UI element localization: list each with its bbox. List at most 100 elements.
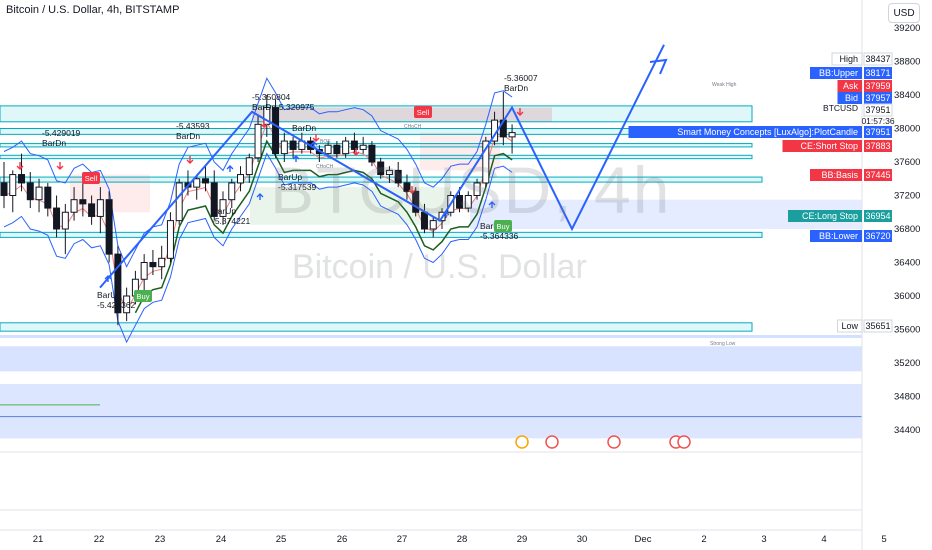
price-label[interactable]: 37951 — [863, 103, 893, 117]
arrow-up-icon — [310, 141, 318, 148]
candle-body — [26, 182, 34, 201]
event-icon[interactable] — [515, 435, 529, 449]
event-icon[interactable] — [677, 435, 691, 449]
candle-body — [201, 178, 209, 184]
arrow-down-icon — [56, 162, 64, 170]
candle — [359, 136, 367, 154]
price-label-name-bg — [810, 169, 862, 181]
candle — [377, 157, 385, 179]
event-icon[interactable] — [607, 435, 621, 449]
candle — [9, 170, 17, 213]
fvg-box — [0, 105, 753, 123]
candle-body — [254, 123, 262, 159]
price-tick: 38000 — [894, 124, 920, 135]
bb-lower-line — [3, 152, 513, 344]
price-label[interactable]: High 38437 — [831, 52, 893, 66]
arrow-down-icon — [352, 148, 360, 156]
bar-label-bottom: -5.364336 — [480, 231, 519, 241]
structure-label: Strong Low — [710, 341, 736, 347]
price-label-name-bg — [810, 230, 862, 242]
price-label-value: 37951 — [865, 105, 890, 115]
candle-body — [245, 157, 253, 176]
candle — [272, 99, 280, 158]
candle — [333, 141, 341, 158]
event-icon[interactable] — [545, 435, 559, 449]
price-label[interactable]: CE:Long Stop 36954 — [788, 210, 892, 222]
projection-layer — [99, 44, 668, 289]
price-label-value-bg — [864, 210, 892, 222]
signal-badge-bg — [82, 172, 100, 184]
candle-body — [359, 144, 367, 150]
price-label-value-bg — [863, 52, 893, 66]
price-tick: 34400 — [894, 425, 920, 436]
arrow-down-icon — [408, 186, 416, 194]
arrow-down-icon — [312, 134, 320, 142]
candle-body — [272, 107, 280, 155]
candle-body — [324, 144, 332, 155]
bar-label-bottom: BarDn — [42, 138, 66, 148]
price-label-value: 38171 — [865, 68, 890, 78]
projection-arrowhead — [649, 58, 668, 75]
arrow-down-icon — [186, 156, 194, 164]
candle-body — [412, 190, 420, 213]
structure-label: BOS — [320, 139, 331, 145]
price-label[interactable]: BB:Basis 37445 — [810, 169, 892, 181]
price-label-value: 38437 — [865, 54, 890, 64]
price-label[interactable]: BB:Upper 38171 — [810, 67, 892, 79]
price-axis[interactable]: 39200 38800 38400 38000 37600 37200 36800 36400… — [628, 23, 921, 436]
price-label-name-bg — [628, 126, 862, 138]
candle — [35, 178, 43, 213]
candle — [166, 212, 174, 263]
bar-label-bottom: -5.427362 — [97, 300, 136, 310]
fvg-box — [0, 322, 753, 332]
time-tick: 23 — [155, 534, 166, 545]
symbol-tag: BTCUSD — [823, 103, 858, 113]
candle-body — [394, 169, 402, 184]
candle — [473, 178, 481, 200]
price-label-value-bg — [864, 169, 892, 181]
time-tick: 29 — [517, 534, 528, 545]
price-tick: 36000 — [894, 291, 920, 302]
time-tick: 25 — [276, 534, 287, 545]
price-label[interactable]: Ask 37959 — [837, 80, 893, 92]
time-tick: 3 — [761, 534, 766, 545]
candle-body — [9, 174, 17, 196]
time-axis[interactable]: 21 22 23 24 25 26 27 28 29 30 Dec 2 3 4 5 — [33, 534, 887, 545]
price-label[interactable]: Low 35651 — [837, 319, 893, 333]
candle-body — [385, 169, 393, 176]
price-label-name-bg — [837, 80, 862, 92]
candle — [350, 132, 358, 154]
price-tick: 39200 — [894, 23, 920, 34]
fvg-box — [0, 231, 763, 238]
price-label-value: 37445 — [865, 170, 890, 180]
structure-label: CHoCH — [316, 164, 334, 170]
candle — [53, 195, 61, 238]
price-label[interactable]: Smart Money Concepts [LuxAlgo]:PlotCandl… — [628, 126, 893, 138]
candle — [88, 195, 96, 225]
candle — [70, 187, 78, 221]
price-label-name: Smart Money Concepts [LuxAlgo]:PlotCandl… — [677, 127, 858, 137]
candle — [210, 170, 218, 221]
candle — [18, 153, 26, 192]
candle — [508, 124, 516, 154]
candle — [175, 178, 183, 225]
candle-body — [403, 182, 411, 192]
currency-button[interactable]: USD — [888, 3, 920, 23]
candle — [385, 166, 393, 183]
candle — [0, 162, 8, 209]
price-label-value-bg — [864, 126, 892, 138]
signal-badge-bg — [134, 290, 152, 302]
price-label[interactable]: BB:Lower 36720 — [810, 230, 892, 242]
watermark-name: Bitcoin / U.S. Dollar — [292, 248, 587, 286]
candle — [289, 136, 297, 158]
price-label[interactable]: CE:Short Stop 37883 — [782, 140, 893, 152]
candle-body — [280, 140, 288, 155]
candle-body — [44, 186, 52, 209]
candle-body — [96, 199, 104, 217]
price-label[interactable]: Bid 37957 — [837, 92, 893, 104]
price-label-value-bg — [864, 67, 892, 79]
price-tick: 36800 — [894, 224, 920, 235]
candle — [140, 254, 148, 292]
bar-label-bottom: BarDn-5.320975 — [252, 102, 315, 112]
